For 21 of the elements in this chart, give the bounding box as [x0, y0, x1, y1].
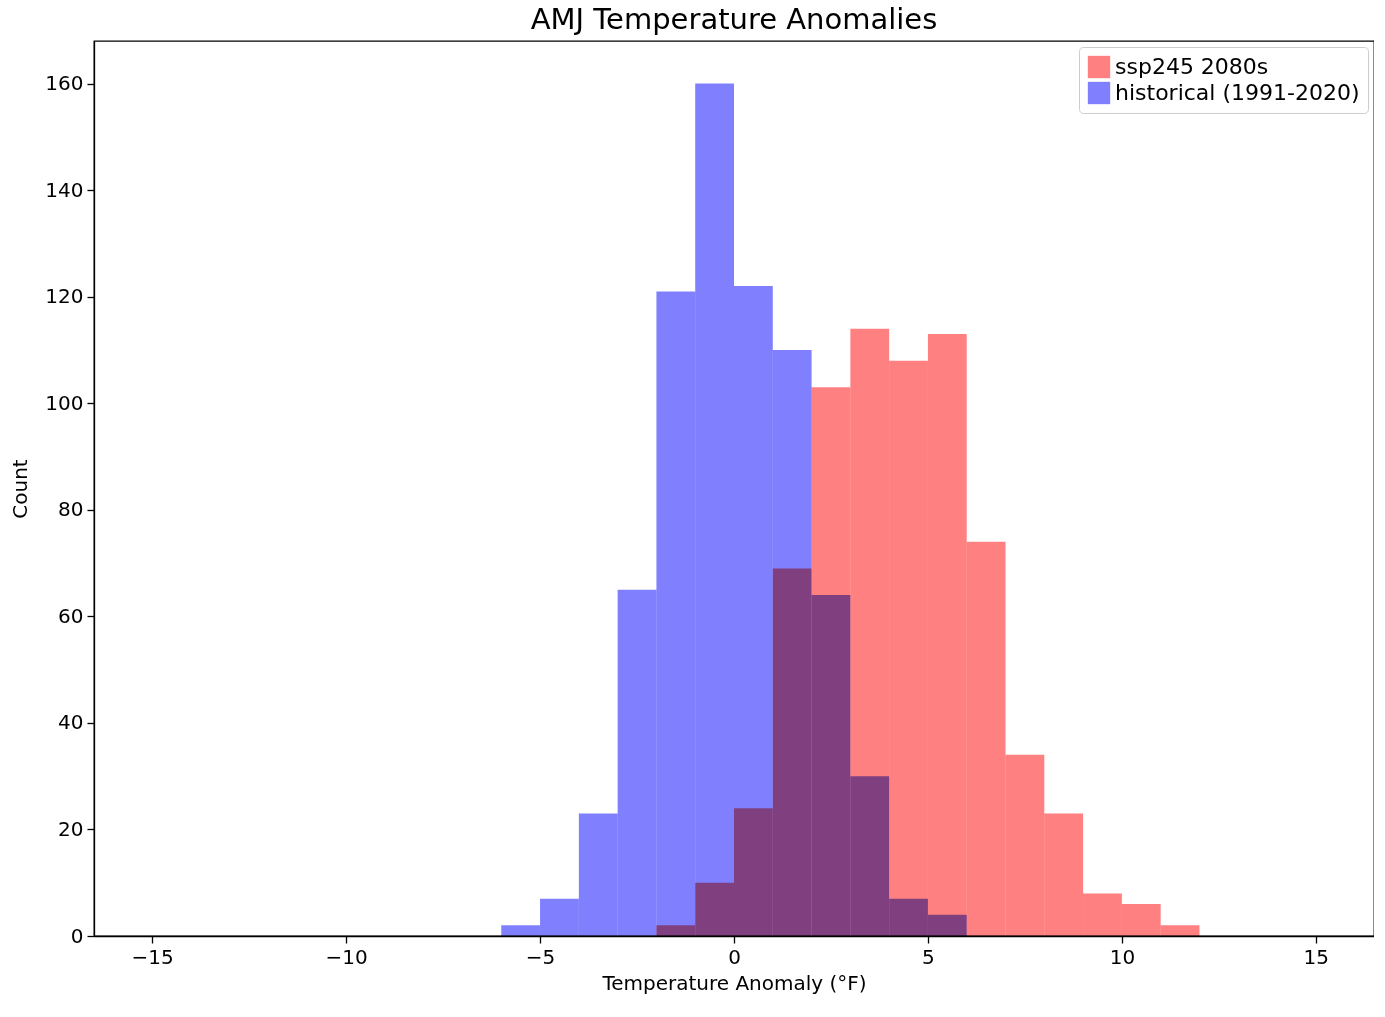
x-tick-label: −10	[325, 944, 368, 969]
legend-label: ssp245 2080s	[1115, 54, 1269, 79]
y-axis-title: Count	[8, 459, 33, 519]
x-tick-label: −5	[525, 944, 556, 969]
y-tick-label: 100	[45, 390, 84, 415]
y-tick-label: 20	[58, 816, 84, 841]
y-tick-label: 80	[58, 497, 84, 522]
x-tick-label: 10	[1109, 944, 1136, 969]
x-tick-label: −15	[131, 944, 174, 969]
y-tick-label: 60	[58, 603, 84, 628]
legend-label: historical (1991-2020)	[1115, 80, 1360, 105]
x-tick-label: 0	[728, 944, 741, 969]
y-tick-label: 40	[58, 710, 84, 735]
y-tick-label: 140	[45, 177, 84, 202]
x-tick-label: 5	[922, 944, 935, 969]
x-tick-label: 15	[1303, 944, 1330, 969]
y-tick-label: 120	[45, 284, 84, 309]
y-tick-label: 0	[70, 923, 84, 948]
x-axis-title: Temperature Anomaly (°F)	[601, 970, 867, 995]
chart-title: AMJ Temperature Anomalies	[530, 2, 938, 36]
y-tick-label: 160	[45, 71, 84, 96]
